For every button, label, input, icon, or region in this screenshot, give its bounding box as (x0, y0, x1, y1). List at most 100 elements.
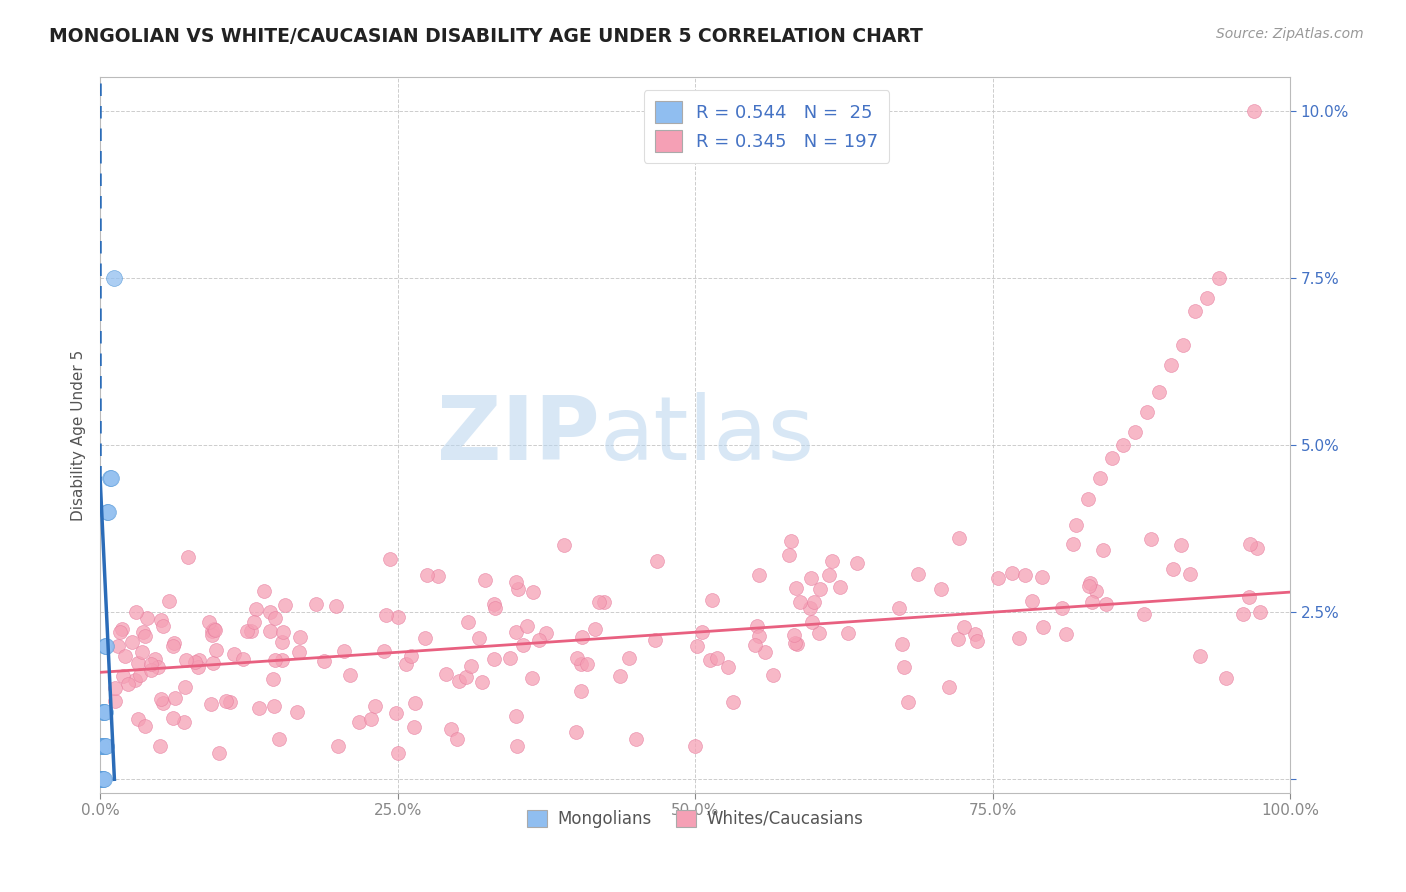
Point (404, 696, 426, 710)
Point (96, 505, 118, 519)
Point (91, 706, 114, 720)
Point (800, 615, 823, 629)
Point (219, 695, 242, 709)
Point (90, 772, 112, 787)
Point (143, 652, 166, 666)
Point (152, 696, 174, 710)
Point (779, 534, 801, 549)
Point (683, 739, 706, 753)
Point (111, 622, 134, 636)
Point (162, 639, 184, 653)
Point (837, 625, 859, 640)
Point (569, 684, 592, 698)
Point (188, 653, 211, 667)
Point (97, 505, 120, 519)
Point (505, 739, 527, 753)
Point (90, 772, 112, 787)
Point (271, 635, 294, 649)
Point (565, 725, 588, 739)
Point (198, 615, 221, 630)
Point (1163, 562, 1185, 576)
Point (91, 706, 114, 720)
Point (1091, 543, 1114, 558)
Point (114, 648, 136, 663)
Point (786, 637, 808, 651)
Point (617, 651, 640, 665)
Point (474, 573, 496, 587)
Point (457, 615, 479, 629)
Point (1237, 590, 1260, 604)
Point (93, 739, 115, 753)
Point (576, 657, 599, 672)
Point (127, 712, 149, 726)
Point (201, 628, 224, 642)
Point (174, 680, 197, 694)
Text: Source: ZipAtlas.com: Source: ZipAtlas.com (1216, 27, 1364, 41)
Point (259, 605, 281, 619)
Point (789, 595, 811, 609)
Point (416, 568, 439, 582)
Point (131, 624, 153, 639)
Point (468, 632, 491, 646)
Point (471, 675, 494, 690)
Point (243, 615, 266, 630)
Text: ZIP: ZIP (437, 392, 600, 478)
Point (134, 719, 156, 733)
Point (1062, 537, 1084, 551)
Point (378, 551, 401, 566)
Point (1088, 471, 1111, 485)
Point (162, 711, 184, 725)
Point (987, 570, 1010, 584)
Point (1136, 404, 1159, 418)
Point (1078, 576, 1101, 591)
Point (700, 593, 723, 607)
Point (817, 568, 839, 582)
Point (94, 739, 117, 753)
Point (157, 594, 180, 608)
Point (93, 706, 115, 720)
Point (929, 582, 952, 596)
Point (304, 598, 326, 612)
Point (90, 739, 112, 753)
Point (91, 772, 114, 787)
Point (821, 554, 844, 568)
Point (1195, 291, 1218, 305)
Point (440, 722, 463, 736)
Point (516, 619, 538, 633)
Point (1001, 566, 1024, 580)
Point (267, 732, 290, 747)
Point (285, 705, 308, 719)
Text: MONGOLIAN VS WHITE/CAUCASIAN DISABILITY AGE UNDER 5 CORRELATION CHART: MONGOLIAN VS WHITE/CAUCASIAN DISABILITY … (49, 27, 924, 45)
Point (644, 633, 666, 648)
Point (1081, 595, 1104, 609)
Point (783, 636, 806, 650)
Point (1050, 600, 1073, 615)
Point (215, 694, 238, 708)
Point (744, 638, 766, 652)
Point (948, 632, 970, 646)
Point (385, 706, 408, 720)
Point (446, 732, 468, 747)
Point (482, 597, 505, 611)
Point (333, 644, 356, 658)
Point (94, 639, 117, 653)
Point (201, 624, 224, 638)
Point (569, 657, 592, 672)
Point (963, 627, 986, 641)
Point (139, 664, 162, 678)
Point (148, 660, 170, 674)
Point (288, 645, 311, 659)
Y-axis label: Disability Age Under 5: Disability Age Under 5 (72, 350, 86, 521)
Point (1133, 607, 1156, 621)
Point (387, 746, 409, 760)
Point (339, 668, 361, 682)
Point (247, 701, 270, 715)
Point (690, 625, 713, 640)
Point (1032, 620, 1054, 634)
Point (1094, 597, 1116, 611)
Point (745, 618, 768, 632)
Point (264, 611, 287, 625)
Point (288, 630, 311, 644)
Point (187, 660, 209, 674)
Point (200, 697, 222, 711)
